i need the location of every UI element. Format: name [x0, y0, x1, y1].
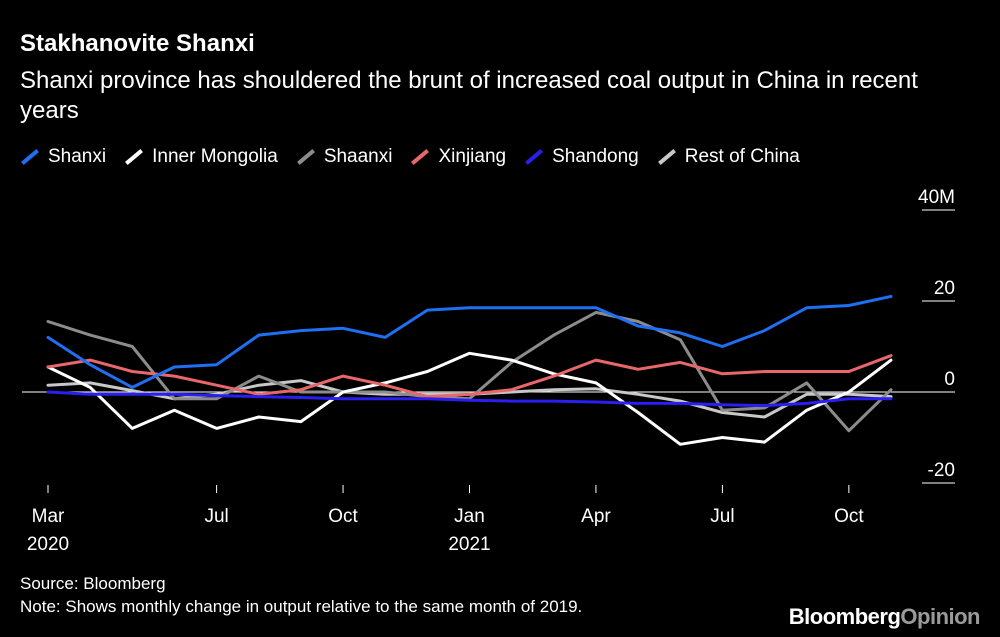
x-tick-label: Jul: [710, 506, 734, 527]
x-tick-label: Oct: [834, 506, 864, 527]
legend-item-inner-mongolia: Inner Mongolia: [124, 146, 278, 168]
x-tick-year-label: 2020: [27, 534, 69, 555]
x-tick-label: Mar: [32, 506, 65, 527]
footnote: Note: Shows monthly change in output rel…: [20, 597, 583, 616]
y-tick-label: 0: [944, 369, 955, 390]
legend-label: Xinjiang: [438, 146, 507, 167]
y-tick-label: 40M: [918, 187, 955, 208]
legend-label: Shaanxi: [323, 146, 393, 167]
legend-item-shandong: Shandong: [524, 146, 639, 168]
legend-item-shanxi: Shanxi: [20, 146, 106, 168]
legend-item-shaanxi: Shaanxi: [296, 146, 393, 168]
y-tick-label: -20: [928, 460, 955, 481]
legend-label: Rest of China: [684, 146, 800, 167]
series-line-shanxi: [46, 294, 893, 389]
legend-item-xinjiang: Xinjiang: [410, 146, 506, 168]
legend-label: Shandong: [552, 146, 639, 167]
chart-subtitle: Shanxi province has shouldered the brunt…: [20, 67, 918, 124]
x-tick-label: Apr: [581, 506, 611, 527]
series-line-shandong: [46, 390, 893, 408]
series-line-xinjiang: [46, 354, 893, 399]
legend-label: Shanxi: [48, 146, 107, 167]
x-tick-label: Jan: [454, 506, 485, 527]
line-chart: 40M 20 0 -20 Mar 2020 Jul Oct Jan 2021 Apr Jul Oct: [22, 187, 955, 555]
y-tick-label: 20: [934, 278, 955, 299]
x-tick-label: Oct: [328, 506, 358, 527]
brand-logo: BloombergOpinion: [788, 604, 981, 629]
legend: Shanxi Inner Mongolia Shaanxi Xinjiang Shand…: [20, 146, 818, 168]
x-tick-year-label: 2021: [448, 534, 490, 555]
legend-item-rest-of-china: Rest of China: [657, 146, 800, 168]
source-note: Source: Bloomberg: [20, 574, 166, 593]
chart-title: Stakhanovite Shanxi: [20, 30, 255, 57]
legend-label: Inner Mongolia: [152, 146, 278, 167]
series-line-inner-mongolia: [46, 351, 893, 446]
x-tick-label: Jul: [204, 506, 228, 527]
